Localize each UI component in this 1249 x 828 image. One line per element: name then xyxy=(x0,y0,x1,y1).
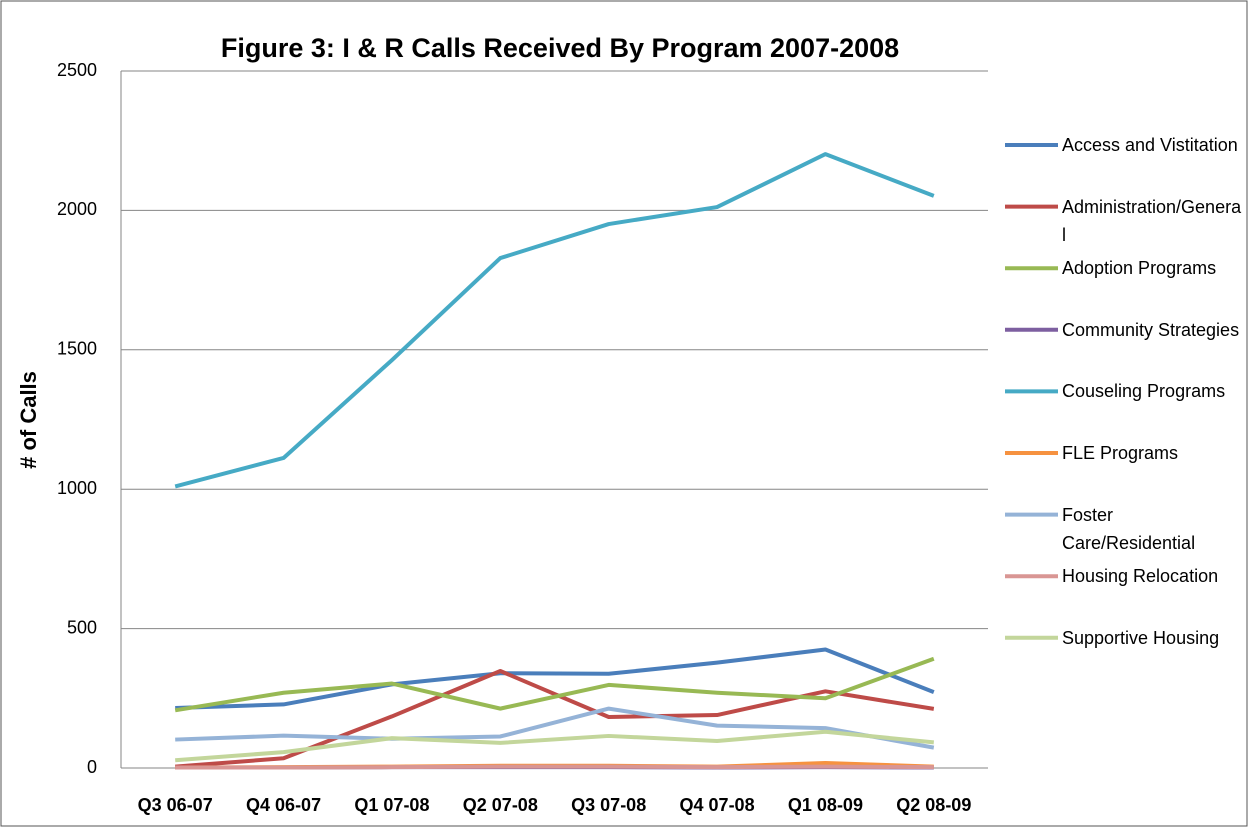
y-tick-label: 1000 xyxy=(57,478,97,498)
legend-label: Community Strategies xyxy=(1062,319,1240,340)
chart-title: Figure 3: I & R Calls Received By Progra… xyxy=(221,33,899,63)
series-line xyxy=(175,729,935,763)
x-tick-label: Q3 07-08 xyxy=(571,795,646,815)
x-tick-label: Q4 06-07 xyxy=(246,795,321,815)
legend-label: Couseling Programs xyxy=(1062,381,1226,402)
x-tick-label: Q1 07-08 xyxy=(354,795,429,815)
x-tick-label: Q1 08-09 xyxy=(788,795,863,815)
legend-label: Housing Relocation xyxy=(1062,566,1219,587)
y-axis-label: # of Calls xyxy=(16,371,41,469)
y-tick-label: 0 xyxy=(87,757,97,777)
legend-label: Adoption Programs xyxy=(1062,258,1217,279)
legend-label: Foster Care/Residential xyxy=(1062,504,1196,553)
legend-label: Administration/General xyxy=(1062,196,1242,245)
x-tick-label: Q4 07-08 xyxy=(680,795,755,815)
series-line xyxy=(174,152,935,489)
y-tick-label: 500 xyxy=(67,617,97,637)
y-tick-label: 2000 xyxy=(57,199,97,219)
x-tick-label: Q3 06-07 xyxy=(138,795,213,815)
x-tick-label: Q2 07-08 xyxy=(463,795,538,815)
legend-label: Supportive Housing xyxy=(1062,627,1220,648)
series-line xyxy=(174,656,935,713)
legend-label: Access and Vistitation xyxy=(1062,135,1238,155)
series-line xyxy=(175,706,935,750)
y-tick-label: 2500 xyxy=(57,60,97,80)
series-line xyxy=(175,647,935,711)
y-tick-label: 1500 xyxy=(57,339,97,359)
series-line xyxy=(175,764,934,770)
x-tick-label: Q2 08-09 xyxy=(896,795,971,815)
legend-label: FLE Programs xyxy=(1062,443,1179,463)
